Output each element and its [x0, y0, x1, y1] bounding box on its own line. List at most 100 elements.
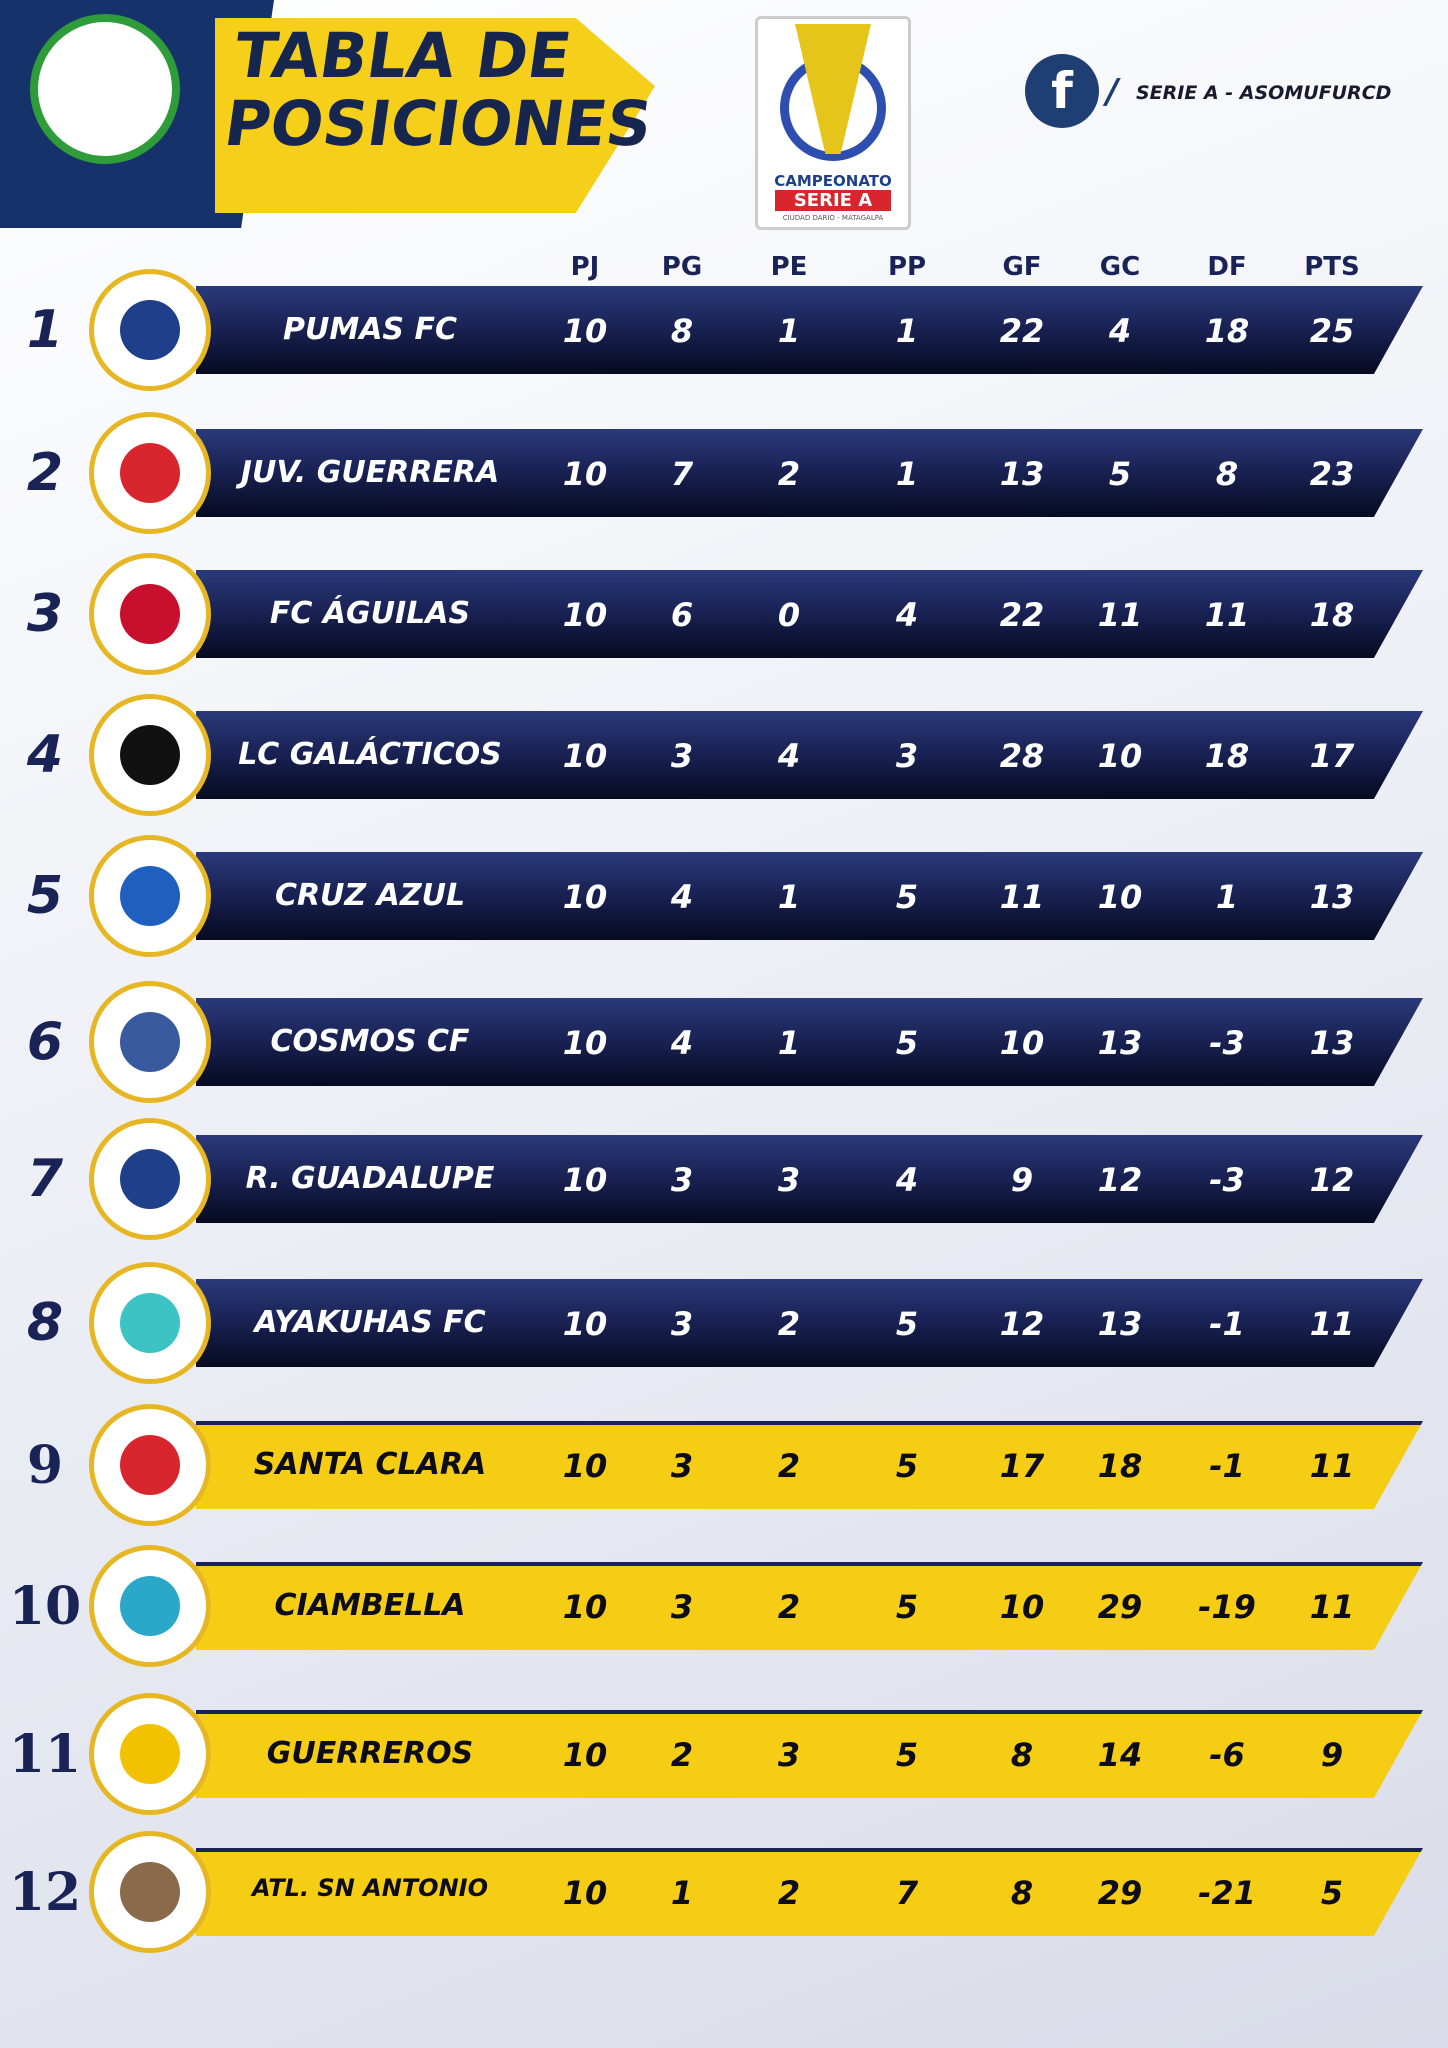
- stat: 10: [562, 1874, 608, 1912]
- rank: 7: [26, 1149, 64, 1209]
- stat: 13: [1097, 1024, 1143, 1062]
- rank: 10: [8, 1576, 82, 1637]
- row-bar: [196, 1710, 1423, 1798]
- stat: 1: [777, 1024, 801, 1062]
- team-crest: [120, 866, 180, 926]
- stat: 10: [562, 1305, 608, 1343]
- stat: 9: [1320, 1736, 1344, 1774]
- rank: 1: [26, 300, 64, 360]
- stat: 3: [670, 737, 694, 775]
- team-logo: [89, 835, 211, 957]
- stat: 11: [1309, 1305, 1355, 1343]
- stat: 23: [1309, 455, 1355, 493]
- stat: 11: [1097, 596, 1143, 634]
- stat: 28: [999, 737, 1045, 775]
- social-handle: SERIE A - ASOMUFURCD: [1136, 82, 1392, 104]
- stat: 10: [562, 1161, 608, 1199]
- team-name: PUMAS FC: [283, 312, 457, 347]
- rank: 2: [26, 443, 64, 503]
- row-bar: [196, 1135, 1423, 1223]
- stat: 3: [670, 1305, 694, 1343]
- stat: 10: [1097, 878, 1143, 916]
- title-line: TABLA DE: [229, 19, 576, 92]
- stat: 8: [1010, 1874, 1034, 1912]
- team-crest: [120, 1149, 180, 1209]
- row-bar: [196, 998, 1423, 1086]
- stat: 5: [1320, 1874, 1344, 1912]
- cup-label: CAMPEONATO: [774, 172, 892, 190]
- stat: 14: [1097, 1736, 1143, 1774]
- stat: -3: [1209, 1161, 1245, 1199]
- stat: 18: [1204, 312, 1250, 350]
- stat: 13: [1097, 1305, 1143, 1343]
- row-bar: [196, 852, 1423, 940]
- team-logo: [89, 269, 211, 391]
- stat: -6: [1209, 1736, 1245, 1774]
- stat: 13: [1309, 1024, 1355, 1062]
- stat: 6: [670, 596, 694, 634]
- stat: 10: [562, 1447, 608, 1485]
- stat: 5: [895, 1736, 919, 1774]
- title-banner: [215, 18, 655, 213]
- row-bar: [196, 286, 1423, 374]
- row-bar: [196, 1562, 1423, 1650]
- row-bar: [196, 1421, 1423, 1509]
- stat: 3: [670, 1447, 694, 1485]
- stat: 1: [777, 312, 801, 350]
- stat: 29: [1097, 1874, 1143, 1912]
- stat: 3: [777, 1736, 801, 1774]
- team-name: GUERREROS: [266, 1736, 474, 1771]
- column-header: PTS: [1304, 252, 1360, 282]
- stat: 11: [1204, 596, 1250, 634]
- team-crest: [120, 1862, 180, 1922]
- team-logo: [89, 553, 211, 675]
- stat: -3: [1209, 1024, 1245, 1062]
- column-header: GC: [1099, 252, 1141, 282]
- stat: 4: [895, 1161, 919, 1199]
- team-logo: [89, 981, 211, 1103]
- rank: 11: [8, 1724, 82, 1785]
- team-name: ATL. SN ANTONIO: [252, 1874, 488, 1902]
- stat: 5: [895, 1305, 919, 1343]
- stat: 1: [777, 878, 801, 916]
- stat: 4: [670, 878, 694, 916]
- stat: -19: [1198, 1588, 1256, 1626]
- team-name: CRUZ AZUL: [274, 878, 466, 913]
- stat: 5: [895, 1588, 919, 1626]
- stat: 4: [895, 596, 919, 634]
- stat: 10: [999, 1024, 1045, 1062]
- column-header: GF: [1002, 252, 1042, 282]
- stat: 4: [670, 1024, 694, 1062]
- stat: 25: [1309, 312, 1355, 350]
- team-name: JUV. GUERRERA: [240, 455, 500, 490]
- rank: 8: [26, 1293, 64, 1353]
- stat: 3: [777, 1161, 801, 1199]
- row-bar: [196, 1279, 1423, 1367]
- team-crest: [120, 584, 180, 644]
- team-logo: [89, 1693, 211, 1815]
- row-bar: [196, 570, 1423, 658]
- stat: -1: [1209, 1305, 1245, 1343]
- team-name: SANTA CLARA: [253, 1447, 487, 1482]
- team-logo: [89, 1118, 211, 1240]
- stat: 2: [777, 1588, 801, 1626]
- stat: 10: [562, 596, 608, 634]
- stat: 17: [999, 1447, 1045, 1485]
- stat: 3: [670, 1588, 694, 1626]
- stat: 22: [999, 596, 1045, 634]
- column-header: DF: [1207, 252, 1247, 282]
- rank: 3: [26, 584, 64, 644]
- stat: 17: [1309, 737, 1355, 775]
- stat: 3: [895, 737, 919, 775]
- team-crest: [120, 1293, 180, 1353]
- team-logo: [89, 1262, 211, 1384]
- rank: 5: [26, 866, 64, 926]
- stat: 8: [670, 312, 694, 350]
- stat: 1: [670, 1874, 694, 1912]
- stat: 2: [777, 1305, 801, 1343]
- stat: 2: [777, 1447, 801, 1485]
- team-logo: [89, 1831, 211, 1953]
- stat: 10: [562, 455, 608, 493]
- stat: 5: [1108, 455, 1132, 493]
- team-crest: [120, 300, 180, 360]
